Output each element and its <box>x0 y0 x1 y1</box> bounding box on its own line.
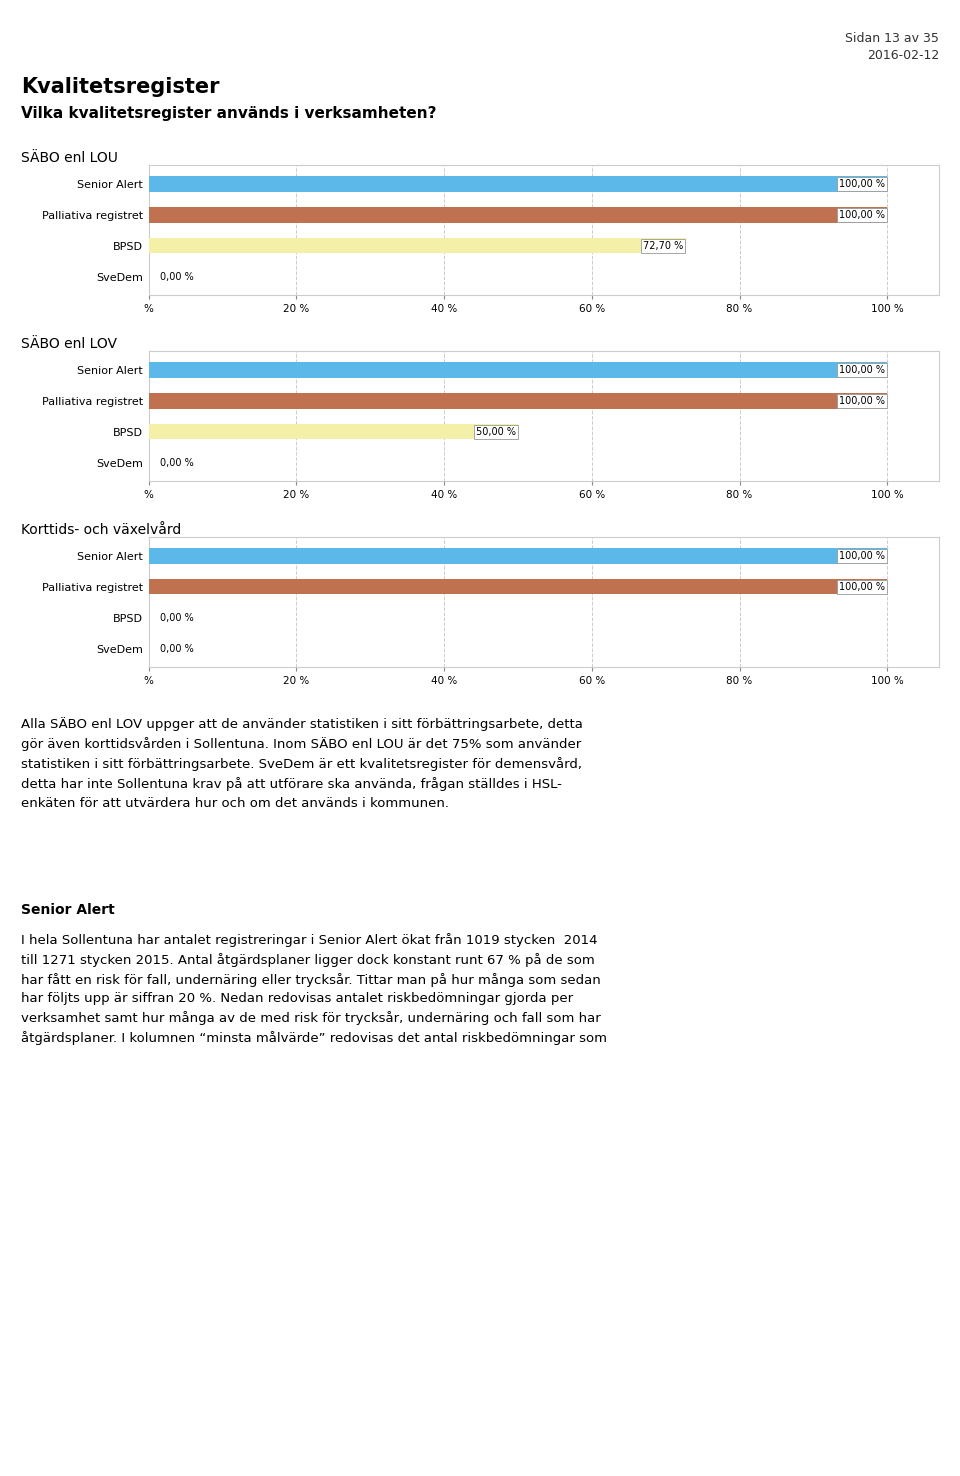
Bar <box>149 424 518 440</box>
Bar <box>149 393 887 409</box>
Bar <box>149 176 887 192</box>
Text: Korttids- och växelvård: Korttids- och växelvård <box>21 523 181 536</box>
Bar <box>149 362 887 378</box>
Text: 0,00 %: 0,00 % <box>160 613 194 623</box>
Text: Senior Alert: Senior Alert <box>21 903 115 917</box>
Bar <box>149 579 887 595</box>
Text: 0,00 %: 0,00 % <box>160 272 194 282</box>
Text: SÄBO enl LOV: SÄBO enl LOV <box>21 337 117 350</box>
Text: 50,00 %: 50,00 % <box>476 427 516 437</box>
Text: Sidan 13 av 35
2016-02-12: Sidan 13 av 35 2016-02-12 <box>845 32 939 62</box>
Bar <box>149 238 685 254</box>
Text: 100,00 %: 100,00 % <box>839 179 885 189</box>
Text: 0,00 %: 0,00 % <box>160 644 194 654</box>
Text: Alla SÄBO enl LOV uppger att de använder statistiken i sitt förbättringsarbete, : Alla SÄBO enl LOV uppger att de använder… <box>21 717 583 810</box>
Text: Kvalitetsregister: Kvalitetsregister <box>21 77 220 97</box>
Text: Vilka kvalitetsregister används i verksamheten?: Vilka kvalitetsregister används i verksa… <box>21 106 437 121</box>
Text: SÄBO enl LOU: SÄBO enl LOU <box>21 151 118 164</box>
Text: 100,00 %: 100,00 % <box>839 396 885 406</box>
Text: 100,00 %: 100,00 % <box>839 582 885 592</box>
Text: 100,00 %: 100,00 % <box>839 210 885 220</box>
Text: 72,70 %: 72,70 % <box>643 241 684 251</box>
Text: 100,00 %: 100,00 % <box>839 365 885 375</box>
Text: 100,00 %: 100,00 % <box>839 551 885 561</box>
Text: 0,00 %: 0,00 % <box>160 458 194 468</box>
Text: I hela Sollentuna har antalet registreringar i Senior Alert ökat från 1019 styck: I hela Sollentuna har antalet registreri… <box>21 933 607 1045</box>
Bar <box>149 548 887 564</box>
Bar <box>149 207 887 223</box>
